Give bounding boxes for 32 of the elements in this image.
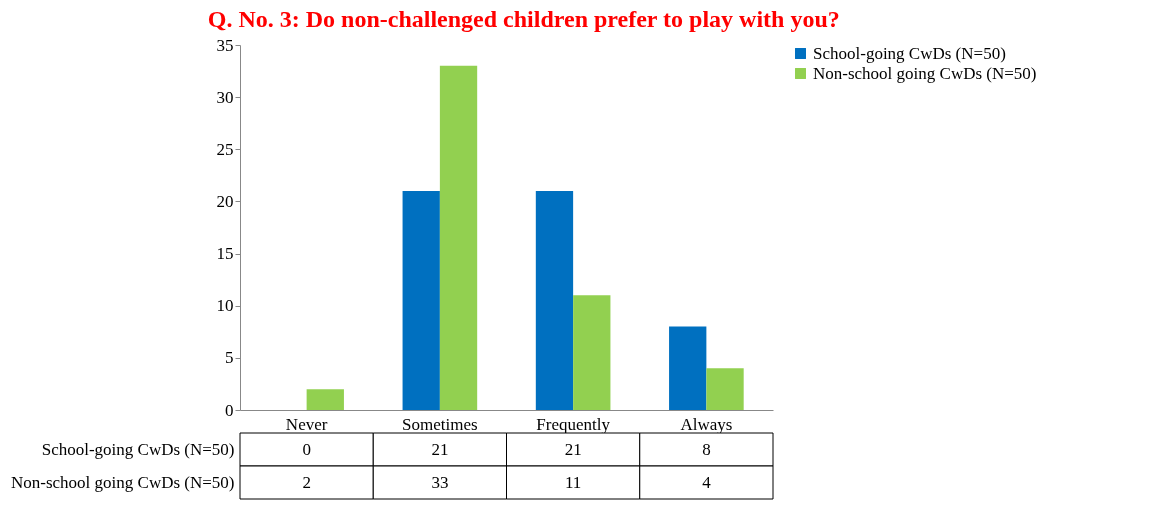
bar [669, 326, 707, 410]
y-tick-label: 20 [216, 191, 234, 211]
bar [535, 191, 574, 410]
legend-label: School-going CwDs (N=50) [813, 43, 1006, 63]
y-tick-label: 0 [225, 400, 234, 420]
data-label: 2 [302, 472, 311, 492]
x-tick-label: Never [285, 414, 328, 434]
bar [402, 191, 440, 410]
x-tick-label: Frequently [536, 414, 611, 434]
legend-label: Non-school going CwDs (N=50) [813, 63, 1037, 83]
y-tick-label: 30 [216, 87, 234, 107]
data-label: 8 [702, 439, 711, 459]
data-label: 0 [302, 439, 311, 459]
y-tick-label: 15 [216, 244, 234, 264]
y-tick-label: 25 [216, 139, 234, 159]
chart-title: Q. No. 3: Do non-challenged children prefer to play with you? [207, 6, 840, 32]
x-tick-label: Sometimes [402, 414, 478, 434]
bar [439, 65, 478, 410]
bar [306, 389, 344, 410]
y-tick-label: 10 [216, 296, 234, 316]
data-label: 21 [564, 439, 582, 459]
data-label: 4 [702, 472, 712, 492]
y-tick-label: 35 [216, 35, 234, 55]
data-label: 21 [431, 439, 449, 459]
x-tick-label: Always [680, 414, 733, 434]
text: School-going CwDs (N=50) [41, 439, 235, 459]
data-label: 11 [564, 472, 582, 492]
bar [573, 295, 611, 410]
y-tick-label: 5 [225, 348, 234, 368]
bar [706, 368, 744, 410]
text: Non-school going CwDs (N=50) [11, 472, 235, 492]
data-label: 33 [431, 472, 449, 492]
